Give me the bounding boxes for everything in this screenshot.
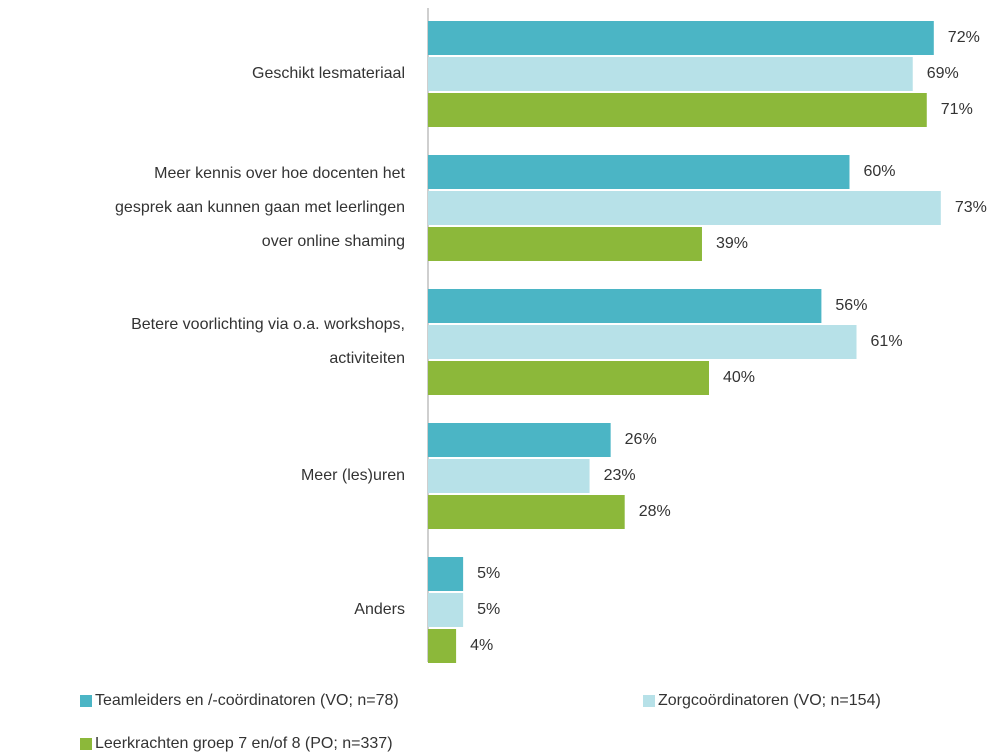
- value-label: 61%: [871, 333, 903, 350]
- bar: [428, 155, 850, 189]
- bar: [428, 423, 611, 457]
- value-label: 60%: [864, 163, 896, 180]
- bar: [428, 93, 927, 127]
- bar: [428, 557, 464, 591]
- value-label: 73%: [955, 199, 987, 216]
- value-label: 5%: [477, 601, 500, 618]
- value-label: 71%: [941, 101, 973, 118]
- category-label: Anders: [354, 601, 405, 618]
- bar: [428, 227, 702, 261]
- value-label: 28%: [639, 503, 671, 520]
- bar: [428, 57, 913, 91]
- bar: [428, 629, 457, 663]
- category-label: Geschikt lesmateriaal: [252, 65, 405, 82]
- value-label: 39%: [716, 235, 748, 252]
- value-label: 23%: [604, 467, 636, 484]
- legend-label: Teamleiders en /-coördinatoren (VO; n=78…: [95, 692, 399, 709]
- legend-label: Leerkrachten groep 7 en/of 8 (PO; n=337): [95, 735, 393, 752]
- value-label: 69%: [927, 65, 959, 82]
- value-label: 72%: [948, 29, 980, 46]
- legend-swatch: [643, 695, 655, 707]
- legend-swatch: [80, 695, 92, 707]
- value-label: 4%: [470, 637, 493, 654]
- bar: [428, 593, 464, 627]
- legend-swatch: [80, 738, 92, 750]
- value-label: 26%: [625, 431, 657, 448]
- legend-label: Zorgcoördinatoren (VO; n=154): [658, 692, 881, 709]
- bar: [428, 361, 709, 395]
- value-label: 5%: [477, 565, 500, 582]
- bar: [428, 191, 941, 225]
- category-label: Meer (les)uren: [301, 467, 405, 484]
- bar: [428, 21, 934, 55]
- bar: [428, 325, 857, 359]
- value-label: 56%: [835, 297, 867, 314]
- bar: [428, 495, 625, 529]
- category-label: Meer kennis over hoe docenten het gesprek…: [115, 165, 406, 250]
- bar: [428, 459, 590, 493]
- value-label: 40%: [723, 369, 755, 386]
- category-label: Betere voorlichting via o.a. workshops, a…: [131, 316, 405, 367]
- bar: [428, 289, 822, 323]
